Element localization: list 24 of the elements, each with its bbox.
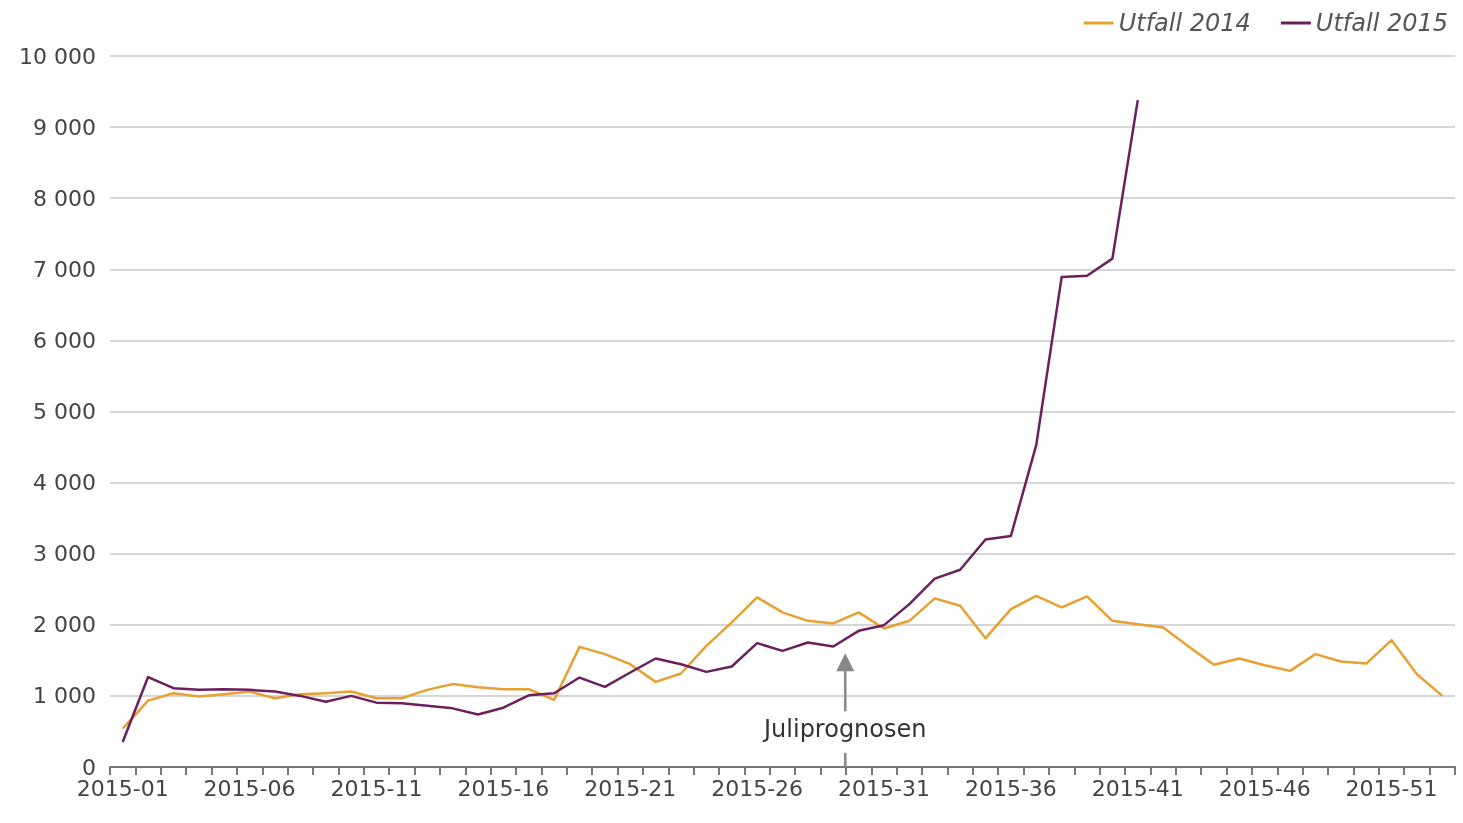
- y-tick-label: 5 000: [33, 399, 96, 424]
- x-tick-label: 2015-26: [711, 775, 804, 801]
- x-tick-label: 2015-16: [457, 775, 550, 801]
- y-tick-label: 2 000: [33, 612, 96, 638]
- y-tick-label: 1 000: [33, 683, 96, 709]
- x-tick-label: 2015-36: [964, 775, 1057, 801]
- x-tick-label: 2015-41: [1091, 775, 1184, 801]
- x-tick-label: 2015-21: [584, 775, 677, 801]
- x-tick-label: 2015-31: [838, 775, 930, 801]
- x-tick-label: 2015-46: [1218, 775, 1311, 801]
- x-tick-label: 2015-06: [203, 775, 296, 801]
- y-tick-label: 7 000: [33, 256, 96, 282]
- y-tick-label: 10 000: [19, 43, 96, 69]
- y-tick-label: 6 000: [33, 327, 96, 353]
- line-series: [121, 98, 1140, 744]
- annotation: Juliprognosen: [762, 715, 927, 744]
- legend-label: Utfall 2014: [1118, 9, 1251, 37]
- legend-label: Utfall 2015: [1315, 9, 1449, 37]
- y-tick-label: 8 000: [33, 185, 96, 211]
- x-tick-label: 2015-51: [1345, 775, 1438, 801]
- y-tick-label: 9 000: [33, 114, 96, 140]
- x-tick-label: 2015-11: [330, 775, 423, 801]
- y-tick-label: 4 000: [33, 470, 96, 496]
- y-tick-label: 3 000: [33, 541, 96, 567]
